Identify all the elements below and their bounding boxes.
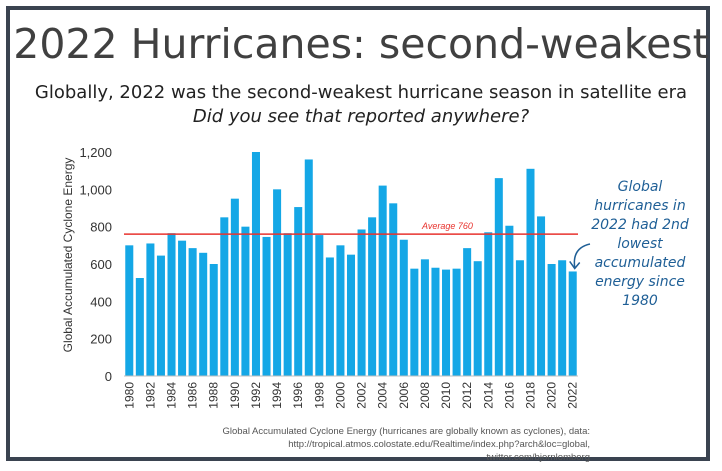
- y-tick-label: 0: [105, 369, 112, 384]
- bar-1993: [262, 236, 271, 376]
- bar-2003: [368, 217, 377, 376]
- x-tick-label: 2012: [460, 382, 474, 409]
- x-tick-label: 2014: [481, 382, 495, 409]
- x-axis: 1980 1982 1984 1986 1988 1990 1992 1994 1996 1998…: [122, 375, 580, 409]
- x-tick-label: 2000: [333, 382, 347, 409]
- bar-2019: [537, 216, 546, 376]
- x-tick-label: 2006: [397, 382, 411, 409]
- bar-2001: [346, 254, 356, 376]
- source-line-1: Global Accumulated Cyclone Energy (hurri…: [222, 426, 590, 437]
- y-axis: 0 200 400 600 800 1,000 1,200: [79, 145, 112, 384]
- bar-1990: [230, 198, 239, 376]
- bar-1986: [188, 248, 197, 376]
- y-tick-label: 1,000: [79, 182, 112, 197]
- x-tick-label: 1992: [249, 382, 263, 409]
- bar-1984: [167, 233, 176, 376]
- bar-2005: [389, 203, 398, 376]
- x-tick-label: 2020: [545, 382, 559, 409]
- x-tick-label: 1996: [291, 382, 305, 409]
- bar-2000: [336, 245, 345, 376]
- bar-2008: [420, 259, 429, 376]
- bar-1994: [273, 189, 282, 376]
- bar-1998: [315, 235, 324, 376]
- x-tick-label: 2004: [376, 382, 390, 409]
- subtitle-question: Did you see that reported anywhere?: [192, 106, 530, 127]
- x-tick-label: 2002: [355, 382, 369, 409]
- bar-1982: [146, 243, 155, 376]
- x-tick-label: 2018: [523, 382, 537, 409]
- bar-2013: [473, 261, 482, 376]
- bar-2006: [399, 239, 408, 376]
- bar-2004: [378, 185, 387, 376]
- average-line-label: Average 760: [421, 221, 473, 231]
- x-tick-label: 1988: [207, 382, 221, 409]
- x-tick-label: 1990: [228, 382, 242, 409]
- bar-2018: [526, 168, 535, 376]
- bar-2015: [494, 178, 503, 376]
- y-axis-label: Global Accumulated Cyclone Energy: [61, 158, 75, 353]
- bar-2017: [515, 260, 524, 376]
- y-tick-label: 600: [90, 257, 112, 272]
- bar-1987: [199, 252, 208, 376]
- y-tick-label: 1,200: [79, 145, 112, 160]
- x-tick-label: 2010: [439, 382, 453, 409]
- arrow-line: [573, 243, 591, 268]
- bar-1989: [220, 217, 229, 376]
- y-tick-label: 400: [90, 294, 112, 309]
- x-tick-label: 1980: [122, 382, 136, 409]
- bar-1991: [241, 226, 250, 376]
- bar-2007: [410, 268, 419, 376]
- x-tick-label: 2016: [502, 382, 516, 409]
- bar-1980: [125, 245, 134, 376]
- annotation-arrow: [569, 243, 591, 270]
- bar-2014: [484, 232, 493, 376]
- subtitle: Globally, 2022 was the second-weakest hu…: [34, 82, 688, 103]
- bar-1985: [178, 240, 187, 376]
- y-tick-label: 200: [90, 332, 112, 347]
- y-tick-label: 800: [90, 220, 112, 235]
- bar-1983: [156, 255, 165, 376]
- source-note: Global Accumulated Cyclone Energy (hurri…: [190, 425, 590, 464]
- bar-1999: [325, 257, 334, 376]
- bar-1981: [135, 278, 144, 376]
- bar-1992: [251, 152, 260, 376]
- bar-1996: [294, 207, 303, 376]
- bar-2010: [442, 269, 451, 376]
- bar-2020: [547, 264, 556, 376]
- bar-1997: [304, 159, 313, 376]
- x-tick-label: 1998: [312, 382, 326, 409]
- bar-2016: [505, 225, 514, 376]
- bar-2022: [568, 271, 577, 376]
- bar-2021: [558, 260, 567, 376]
- bar-2012: [463, 248, 472, 376]
- average-line-group: Average 760: [124, 221, 578, 235]
- source-line-2: http://tropical.atmos.colostate.edu/Real…: [288, 439, 590, 463]
- page-title: 2022 Hurricanes: second-weakest: [13, 20, 709, 68]
- arrow-head: [569, 261, 581, 270]
- bar-1988: [209, 264, 218, 376]
- bar-1995: [283, 233, 292, 376]
- x-tick-label: 1994: [270, 382, 284, 409]
- x-tick-label: 1982: [143, 382, 157, 409]
- bars-group: [125, 152, 577, 376]
- annotation-note: Global hurricanes in 2022 had 2nd lowest…: [591, 179, 689, 309]
- x-tick-label: 1986: [186, 382, 200, 409]
- bar-2011: [452, 268, 461, 376]
- x-tick-label: 2022: [566, 382, 580, 409]
- x-tick-label: 2008: [418, 382, 432, 409]
- x-tick-label: 1984: [165, 382, 179, 409]
- bar-2002: [357, 229, 366, 376]
- bar-2009: [431, 267, 440, 376]
